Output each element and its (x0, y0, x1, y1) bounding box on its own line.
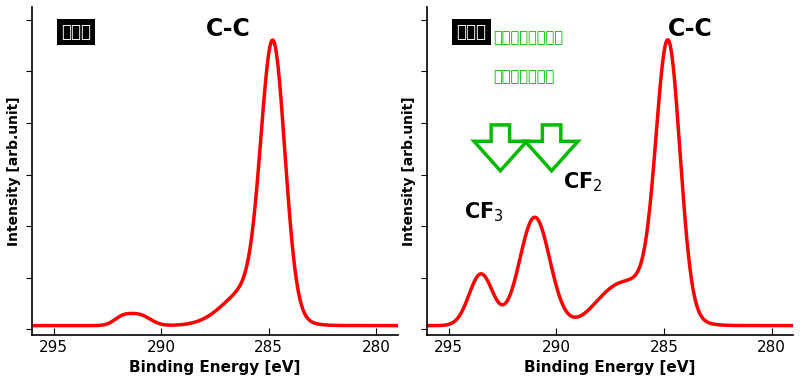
Text: 修飾後: 修飾後 (457, 23, 486, 41)
Y-axis label: Intensity [arb.unit]: Intensity [arb.unit] (402, 96, 416, 246)
X-axis label: Binding Energy [eV]: Binding Energy [eV] (130, 360, 301, 375)
Text: 化学修飾によって: 化学修飾によって (493, 30, 563, 45)
Text: 出現したピーク: 出現したピーク (493, 69, 554, 84)
Text: C-C: C-C (668, 17, 713, 41)
Text: CF$_2$: CF$_2$ (562, 171, 602, 194)
X-axis label: Binding Energy [eV]: Binding Energy [eV] (525, 360, 696, 375)
Text: C-C: C-C (206, 17, 250, 41)
Text: CF$_3$: CF$_3$ (464, 200, 503, 224)
Y-axis label: Intensity [arb.unit]: Intensity [arb.unit] (7, 96, 21, 246)
Text: 修飾前: 修飾前 (62, 23, 91, 41)
